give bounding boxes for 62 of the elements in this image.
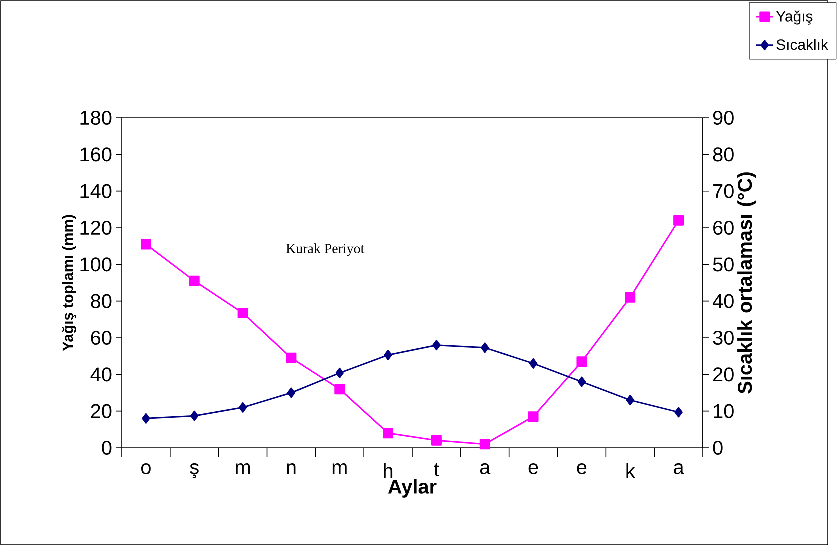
point bbox=[674, 215, 684, 226]
x-tick-label: e bbox=[577, 464, 587, 474]
y-tick-label: 100 bbox=[80, 258, 112, 272]
point bbox=[431, 435, 442, 446]
point bbox=[287, 388, 296, 398]
y-tick-label: 20 bbox=[91, 404, 112, 418]
y-tick-label: 0 bbox=[102, 440, 112, 456]
point bbox=[674, 407, 683, 418]
y2-tick-label: 70 bbox=[714, 184, 734, 198]
x-tick-label: h bbox=[384, 464, 393, 478]
y-tick-label: 40 bbox=[90, 368, 112, 382]
y-axis-title: Yağış toplamı (mm) bbox=[62, 215, 76, 352]
point bbox=[576, 356, 588, 368]
point bbox=[238, 308, 248, 318]
annotation: Kurak Periyot bbox=[286, 244, 365, 256]
x-tick-label: o bbox=[142, 464, 151, 474]
point bbox=[189, 276, 200, 286]
point bbox=[625, 292, 636, 303]
y-tick-label: 80 bbox=[91, 294, 112, 308]
point bbox=[480, 439, 490, 450]
y-tick-label: 180 bbox=[80, 110, 112, 126]
point bbox=[432, 340, 441, 351]
x-tick-label: t bbox=[434, 464, 440, 477]
x-tick-label: a bbox=[480, 464, 491, 474]
x-tick-label: ş bbox=[190, 464, 199, 478]
y2-tick-label: 10 bbox=[714, 404, 734, 418]
point bbox=[481, 342, 490, 354]
y2-tick-label: 40 bbox=[712, 294, 734, 308]
point bbox=[336, 368, 344, 378]
point bbox=[529, 358, 538, 369]
point bbox=[140, 239, 152, 250]
y-tick-label: 140 bbox=[80, 184, 112, 198]
point bbox=[383, 428, 394, 439]
y2-tick-label: 20 bbox=[714, 368, 734, 382]
y2-axis-title: Sıcaklık ortalaması (°C) bbox=[738, 172, 756, 394]
x-tick-label: m bbox=[332, 464, 347, 474]
x-tick-label: a bbox=[674, 464, 684, 474]
x-tick-label: n bbox=[287, 464, 296, 474]
x-tick-label: e bbox=[528, 464, 538, 474]
point bbox=[334, 384, 346, 395]
legend-label: Yağış bbox=[776, 10, 813, 25]
y2-tick-label: 60 bbox=[714, 220, 734, 236]
y2-tick-label: 0 bbox=[713, 440, 723, 456]
y2-tick-label: 30 bbox=[713, 330, 734, 346]
y-tick-label: 160 bbox=[80, 148, 112, 162]
point bbox=[238, 402, 248, 413]
x-tick-label: m bbox=[236, 464, 250, 474]
y2-tick-label: 80 bbox=[713, 148, 734, 162]
x-axis-title: Aylar bbox=[388, 479, 437, 498]
y-tick-label: 120 bbox=[80, 220, 112, 236]
y2-tick-label: 90 bbox=[713, 110, 734, 126]
x-tick-label: k bbox=[626, 464, 636, 478]
point bbox=[142, 413, 150, 424]
point bbox=[528, 412, 539, 422]
point bbox=[190, 410, 199, 422]
point bbox=[578, 376, 586, 388]
y-tick-label: 60 bbox=[91, 330, 112, 346]
point bbox=[384, 350, 392, 360]
legend-label: Sıcaklık bbox=[776, 39, 828, 50]
point bbox=[286, 352, 297, 364]
point bbox=[626, 395, 634, 406]
y2-tick-label: 50 bbox=[713, 258, 734, 272]
